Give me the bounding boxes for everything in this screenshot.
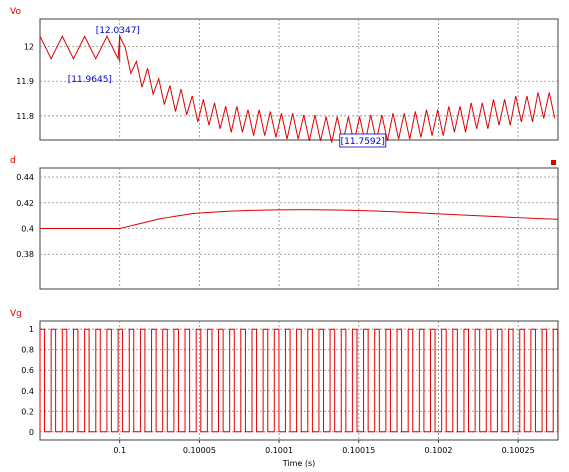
y-tick-label: 0.44 [16,173,34,182]
y-tick-label: 0.6 [21,366,34,375]
y-tick-label: 0.2 [21,407,34,416]
vo-grid [40,19,558,140]
vg-yticks: 0 0.2 0.4 0.6 0.8 1 [21,325,34,437]
annotation-min-box [339,133,387,148]
vg-plot-area [39,320,559,441]
vo-annotations: [12.0347] [11.9645] [11.7592] [68,26,387,148]
y-tick-label: 0 [29,428,34,437]
annotation-min: [11.7592] [341,137,385,147]
y-tick-label: 11.8 [16,112,34,121]
x-tick-label: 0.1002 [424,446,452,455]
y-tick-label: 0.4 [21,387,34,396]
d-plot-area [39,167,559,290]
y-tick-label: 0.38 [16,250,34,259]
d-yticks: 0.38 0.4 0.42 0.44 [16,173,34,259]
x-tick-label: 0.10005 [183,446,216,455]
x-axis-label: Time (s) [282,459,316,468]
d-scroll-marker[interactable] [551,160,556,165]
vo-panel-title: Vo [10,7,21,17]
d-panel: d 0.38 0.4 0.42 0.44 [10,156,559,290]
x-tick-label: 0.10015 [342,446,375,455]
y-tick-label: 0.42 [16,199,34,208]
y-tick-label: 0.8 [21,346,34,355]
annotation-max: [12.0347] [96,26,140,36]
x-tick-label: 0.10025 [502,446,535,455]
vo-panel: Vo 11.8 11.9 12 [12.0347] [11.9645] [11.7592… [10,7,559,148]
vg-panel-title: Vg [10,309,22,319]
d-grid [40,168,558,289]
vg-series-line [39,328,559,433]
x-axis-ticks: 0.1 0.10005 0.1001 0.10015 0.1002 0.10025 [113,440,535,455]
y-tick-label: 0.4 [21,225,34,234]
y-tick-label: 11.9 [16,77,34,86]
x-tick-label: 0.1001 [265,446,293,455]
vo-plot-area [39,18,559,141]
vg-panel: Vg 0 0.2 0.4 0.6 0.8 1 0.1 0.10005 0.1001 0.1001… [10,309,559,468]
x-tick-label: 0.1 [113,446,126,455]
d-series-line [40,209,559,229]
vo-yticks: 11.8 11.9 12 [16,43,34,121]
y-tick-label: 12 [24,43,34,52]
annotation-step-low: [11.9645] [68,75,112,85]
d-panel-title: d [10,156,16,166]
y-tick-label: 1 [29,325,34,334]
vo-series-line [39,34,556,143]
